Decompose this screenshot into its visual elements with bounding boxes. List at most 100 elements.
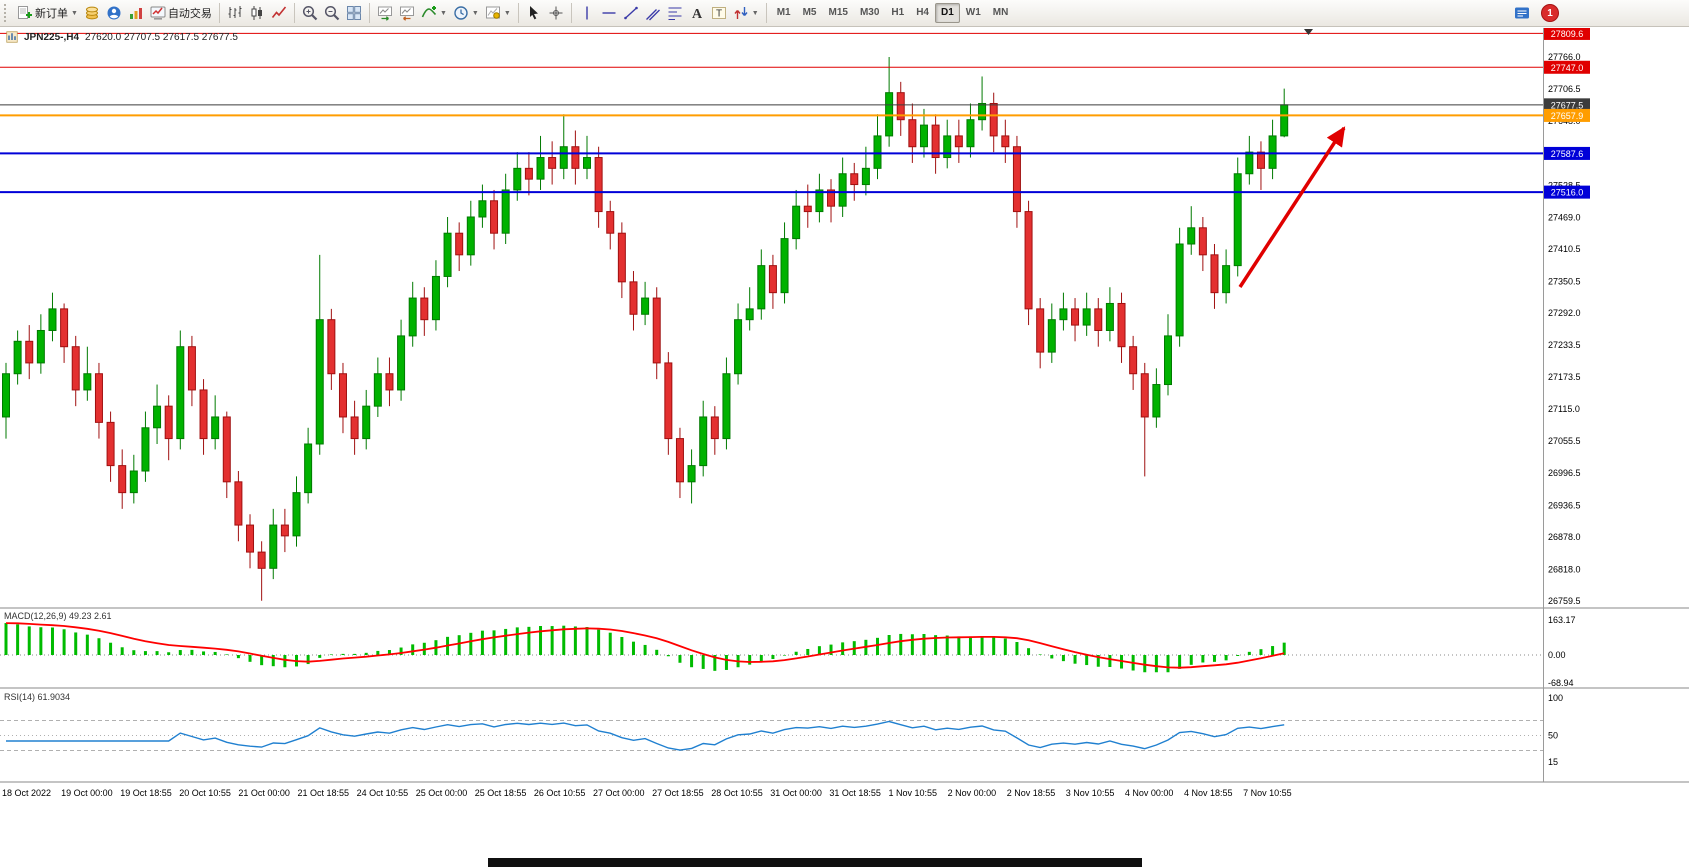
- zoom-out-button[interactable]: [321, 2, 343, 24]
- timeframe-mn-button[interactable]: MN: [992, 7, 1009, 18]
- time-axis[interactable]: 18 Oct 2022 19 Oct 00:00 19 Oct 18:55 20 Oc…: [2, 788, 1292, 798]
- svg-text:27350.5: 27350.5: [1548, 277, 1581, 287]
- clock-icon: [454, 6, 468, 20]
- trendline-icon: [623, 6, 638, 20]
- crosshair-icon: [549, 6, 563, 20]
- svg-text:1 Nov 10:55: 1 Nov 10:55: [889, 788, 938, 798]
- timeframe-h1-button[interactable]: H1: [891, 7, 905, 18]
- deposit-button[interactable]: [81, 2, 103, 24]
- svg-text:27173.5: 27173.5: [1548, 372, 1581, 382]
- template-icon: [485, 6, 500, 19]
- svg-text:31 Oct 18:55: 31 Oct 18:55: [829, 788, 881, 798]
- taskbar-strip[interactable]: [488, 858, 1142, 867]
- new-order-button[interactable]: 新订单 ▼: [14, 2, 81, 24]
- toolbar-separator: [218, 3, 220, 23]
- svg-text:27706.5: 27706.5: [1548, 84, 1581, 94]
- fibo-icon: [668, 7, 682, 20]
- svg-text:26759.5: 26759.5: [1548, 596, 1581, 606]
- equidistant-channel-button[interactable]: [642, 2, 664, 24]
- svg-text:MACD(12,26,9) 49.23 2.61: MACD(12,26,9) 49.23 2.61: [4, 611, 112, 621]
- horizontal-line-button[interactable]: [598, 2, 620, 24]
- crosshair-button[interactable]: [545, 2, 567, 24]
- timeframe-m30-button[interactable]: M30: [859, 7, 880, 18]
- vline-icon: [586, 6, 588, 20]
- svg-text:19 Oct 00:00: 19 Oct 00:00: [61, 788, 113, 798]
- vertical-line-button[interactable]: [576, 2, 598, 24]
- news-icon: [1515, 7, 1529, 19]
- bar-chart-button[interactable]: [224, 2, 246, 24]
- svg-text:27410.5: 27410.5: [1548, 244, 1581, 254]
- timeframe-m15-button[interactable]: M15: [828, 7, 848, 18]
- community-icon: [107, 6, 121, 20]
- svg-text:26 Oct 10:55: 26 Oct 10:55: [534, 788, 586, 798]
- auto-trading-icon: [150, 6, 166, 20]
- coins-icon: [85, 6, 98, 20]
- line-chart-button[interactable]: [268, 2, 290, 24]
- chevron-down-icon: ▼: [439, 9, 447, 17]
- svg-text:15: 15: [1548, 757, 1558, 767]
- svg-text:27516.0: 27516.0: [1551, 188, 1584, 198]
- candlestick-icon: [251, 6, 262, 20]
- svg-text:31 Oct 00:00: 31 Oct 00:00: [770, 788, 822, 798]
- svg-text:2 Nov 18:55: 2 Nov 18:55: [1007, 788, 1056, 798]
- templates-button[interactable]: ▼: [482, 2, 514, 24]
- candlestick-chart-button[interactable]: [246, 2, 268, 24]
- toolbar-separator: [765, 3, 767, 23]
- toolbar-separator: [368, 3, 370, 23]
- signals-button[interactable]: [125, 2, 147, 24]
- svg-text:163.17: 163.17: [1548, 615, 1576, 625]
- text-t-icon: T: [711, 7, 726, 20]
- auto-scroll-button[interactable]: [374, 2, 396, 24]
- fibonacci-button[interactable]: [664, 2, 686, 24]
- svg-text:7 Nov 10:55: 7 Nov 10:55: [1243, 788, 1292, 798]
- svg-text:4 Nov 18:55: 4 Nov 18:55: [1184, 788, 1233, 798]
- new-order-icon: [18, 6, 32, 19]
- community-button[interactable]: [103, 2, 125, 24]
- arrows-icon: [734, 7, 748, 19]
- signals-icon: [129, 8, 142, 19]
- chart-canvas[interactable]: 27766.027706.527648.027587.527528.527469…: [0, 28, 1689, 867]
- zoom-in-button[interactable]: [299, 2, 321, 24]
- chart-title: JPN225-,H4 27620.0 27707.5 27617.5 27677…: [6, 31, 238, 43]
- svg-text:27587.6: 27587.6: [1551, 149, 1584, 159]
- auto-scroll-icon: [377, 6, 392, 21]
- svg-text:18 Oct 2022: 18 Oct 2022: [2, 788, 51, 798]
- notification-badge[interactable]: 1: [1541, 4, 1559, 22]
- chevron-down-icon: ▼: [471, 9, 479, 17]
- macd-panel: MACD(12,26,9) 49.23 2.61 163.17 0.00 -68.94: [0, 611, 1576, 688]
- toolbar-drag-handle[interactable]: [4, 4, 10, 22]
- svg-text:28 Oct 10:55: 28 Oct 10:55: [711, 788, 763, 798]
- svg-text:27233.5: 27233.5: [1548, 340, 1581, 350]
- bar-chart-icon: [228, 6, 242, 18]
- svg-text:27528.5: 27528.5: [1548, 180, 1581, 190]
- timeframe-m5-button[interactable]: M5: [802, 7, 817, 18]
- svg-text:27 Oct 18:55: 27 Oct 18:55: [652, 788, 704, 798]
- price-axis[interactable]: 27766.027706.527648.027587.527528.527469…: [1548, 52, 1581, 606]
- timeframe-w1-button[interactable]: W1: [965, 7, 981, 18]
- price-level-lines[interactable]: [0, 32, 1543, 194]
- periods-button[interactable]: ▼: [450, 2, 482, 24]
- text-button[interactable]: A: [686, 2, 708, 24]
- arrow-tools-button[interactable]: ▼: [730, 2, 762, 24]
- indicators-button[interactable]: ▼: [418, 2, 450, 24]
- chevron-down-icon: ▼: [503, 9, 511, 17]
- news-button[interactable]: [1511, 2, 1533, 24]
- timeframe-d1-button[interactable]: D1: [935, 3, 960, 23]
- timeframe-h4-button[interactable]: H4: [916, 7, 929, 18]
- svg-text:100: 100: [1548, 693, 1563, 703]
- text-label-button[interactable]: T: [708, 2, 730, 24]
- timeframe-m1-button[interactable]: M1: [776, 7, 791, 18]
- chart-shift-button[interactable]: [396, 2, 418, 24]
- toolbar-separator: [570, 3, 572, 23]
- svg-text:27766.0: 27766.0: [1548, 52, 1581, 62]
- zoom-in-icon: [302, 5, 318, 21]
- symbol-ohlc: 27620.0 27707.5 27617.5 27677.5: [85, 31, 238, 43]
- auto-trading-button[interactable]: 自动交易: [147, 2, 215, 24]
- tile-windows-button[interactable]: [343, 2, 365, 24]
- cursor-button[interactable]: [523, 2, 545, 24]
- svg-text:24 Oct 10:55: 24 Oct 10:55: [357, 788, 409, 798]
- trendline-button[interactable]: [620, 2, 642, 24]
- auto-trading-label: 自动交易: [167, 8, 212, 20]
- trend-arrow[interactable]: [1238, 126, 1346, 288]
- text-a-icon: A: [692, 7, 703, 21]
